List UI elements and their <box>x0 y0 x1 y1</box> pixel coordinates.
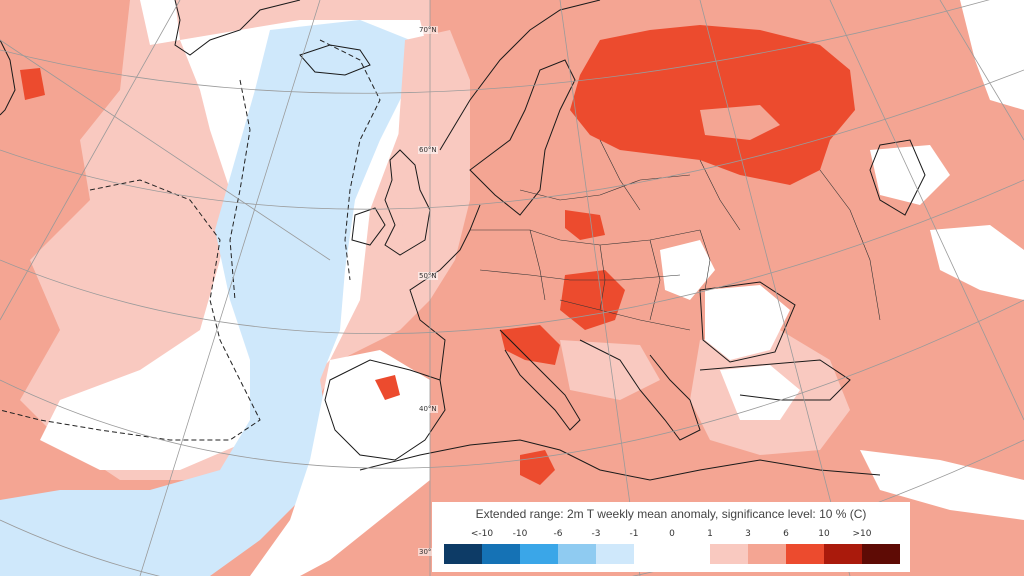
legend-tick-label: 3 <box>745 529 751 539</box>
neutral-patch-east-med <box>720 365 800 420</box>
neutral-patch-caspian <box>870 145 950 205</box>
neutral-patch-ukraine <box>660 240 715 300</box>
significance-contours <box>0 39 381 441</box>
legend-swatch <box>634 544 672 564</box>
legend-swatch <box>824 544 862 564</box>
strong-anomaly-russia <box>570 25 855 185</box>
legend-tick-label: 10 <box>818 529 830 539</box>
legend-tick-label: -10 <box>512 529 528 539</box>
legend-swatch <box>520 544 558 564</box>
lat-label-50n: 50°N <box>418 272 438 280</box>
neutral-patch-east <box>930 225 1024 300</box>
legend-tick-label: >10 <box>852 529 872 539</box>
legend-swatch <box>482 544 520 564</box>
legend-swatch <box>558 544 596 564</box>
neutral-band-iberia <box>250 350 430 576</box>
legend-swatch <box>672 544 710 564</box>
legend-tick-label: -6 <box>553 529 563 539</box>
country-borders <box>470 139 881 331</box>
legend-tick-label: 1 <box>707 529 713 539</box>
legend: Extended range: 2m T weekly mean anomaly… <box>432 502 910 572</box>
neutral-patch-black-sea <box>705 285 790 360</box>
legend-swatch <box>710 544 748 564</box>
cold-anomaly-atlantic <box>0 20 410 576</box>
legend-swatch <box>596 544 634 564</box>
light-anomaly-east-atlantic <box>395 30 470 300</box>
legend-tick-label: 6 <box>783 529 789 539</box>
neutral-patch-northeast <box>960 0 1024 110</box>
legend-swatch <box>748 544 786 564</box>
legend-ticks: <-10 -10 -6 -3 -1 0 1 3 6 10 >10 <box>444 529 900 541</box>
neutral-patch-north-africa <box>860 450 1024 520</box>
strong-anomaly-alps <box>560 270 625 330</box>
legend-tick-label: <-10 <box>470 529 494 539</box>
legend-swatch <box>444 544 482 564</box>
strong-anomaly-greenland <box>20 68 45 100</box>
legend-tick-label: -3 <box>591 529 601 539</box>
light-anomaly-adriatic <box>560 340 660 400</box>
lat-label-30n: 30°N <box>418 548 438 556</box>
coastlines <box>0 0 926 481</box>
lat-label-70n: 70°N <box>418 26 438 34</box>
legend-swatch <box>786 544 824 564</box>
strong-anomaly-poland <box>565 210 605 240</box>
strong-anomaly-russia-hole <box>700 105 780 140</box>
lat-label-60n: 60°N <box>418 146 438 154</box>
strong-anomaly-iberia <box>375 375 400 400</box>
legend-color-bar <box>444 544 900 564</box>
legend-tick-label: -1 <box>629 529 639 539</box>
legend-tick-label: 0 <box>669 529 675 539</box>
legend-title: Extended range: 2m T weekly mean anomaly… <box>475 507 867 521</box>
lat-label-40n: 40°N <box>418 405 438 413</box>
strong-anomaly-italy <box>500 325 560 365</box>
legend-swatch <box>862 544 900 564</box>
neutral-patch-greenland <box>140 0 180 45</box>
